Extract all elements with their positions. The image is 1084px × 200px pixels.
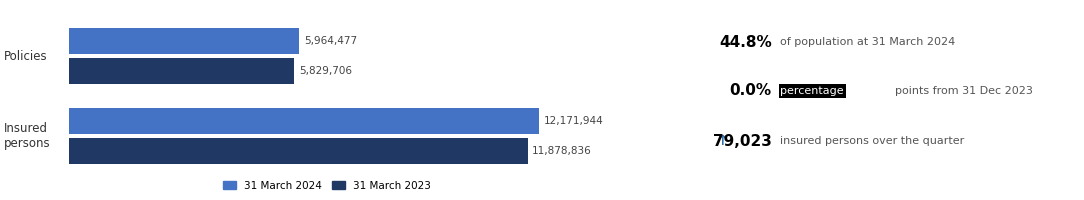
- Text: 11,878,836: 11,878,836: [532, 146, 592, 156]
- Text: 79,023: 79,023: [713, 134, 772, 149]
- Text: points from 31 Dec 2023: points from 31 Dec 2023: [895, 86, 1033, 96]
- Text: ↑: ↑: [717, 134, 728, 148]
- Text: percentage: percentage: [780, 86, 844, 96]
- Text: 44.8%: 44.8%: [719, 35, 772, 50]
- Bar: [69, 138, 528, 164]
- Text: insured persons over the quarter: insured persons over the quarter: [780, 136, 965, 146]
- Bar: [69, 58, 294, 84]
- Bar: [69, 108, 539, 134]
- Text: of population at 31 March 2024: of population at 31 March 2024: [780, 37, 956, 47]
- Text: 5,829,706: 5,829,706: [299, 66, 352, 76]
- Legend: 31 March 2024, 31 March 2023: 31 March 2024, 31 March 2023: [219, 176, 435, 195]
- Text: 0.0%: 0.0%: [730, 83, 772, 98]
- Bar: [69, 28, 299, 54]
- Text: Insured
persons: Insured persons: [4, 121, 51, 150]
- Text: 5,964,477: 5,964,477: [305, 36, 358, 46]
- Text: 12,171,944: 12,171,944: [543, 116, 604, 126]
- Text: Policies: Policies: [4, 49, 48, 62]
